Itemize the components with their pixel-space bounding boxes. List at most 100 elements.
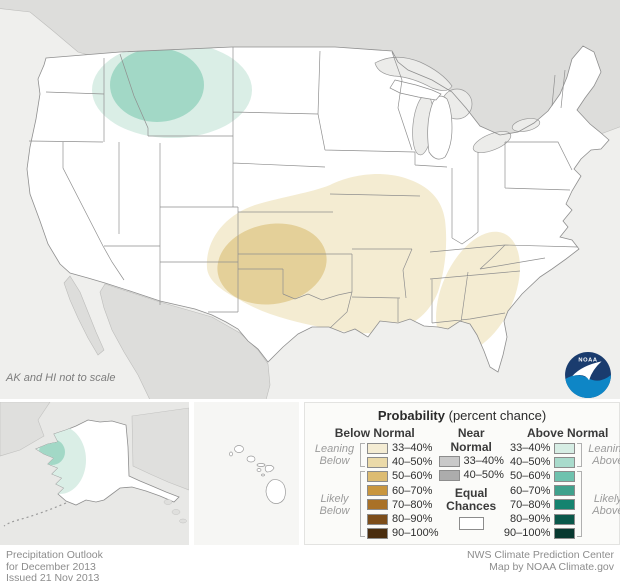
- footer-title-line: Precipitation Outlook: [6, 549, 103, 561]
- legend-row: 40–50%: [504, 455, 576, 469]
- conus-map: AK and HI not to scale NOAA: [0, 0, 620, 401]
- noaa-logo-text: NOAA: [578, 357, 597, 363]
- above-brackets: [577, 441, 583, 541]
- above-rows: 33–40% 40–50% 50–60% 60–70% 70–80% 80–90…: [504, 441, 576, 541]
- leaning-below-bracket: [360, 443, 365, 467]
- below-swatch-90-100: [367, 527, 388, 539]
- noaa-logo: NOAA: [564, 351, 612, 399]
- above-swatch-33-40: [554, 442, 576, 454]
- legend-row: 90–100%: [504, 526, 576, 540]
- hawaii-inset: [194, 402, 299, 545]
- island-niihau: [229, 451, 233, 457]
- above-swatch-80-90: [554, 513, 576, 525]
- legend-below-normal: Below Normal Leaning Below Likely Below: [311, 426, 439, 541]
- footer-left: Precipitation Outlook for December 2013 …: [6, 549, 103, 585]
- equal-chances-label: Equal Chances: [446, 486, 497, 514]
- legend-row: 70–80%: [504, 498, 576, 512]
- state-boundaries: [28, 47, 579, 329]
- island-maui: [264, 464, 275, 473]
- michigan-upper-peninsula: [389, 79, 442, 101]
- island-molokai: [256, 463, 266, 467]
- island-kahoolawe: [261, 473, 265, 477]
- leaning-above-bracket: [577, 443, 583, 467]
- below-swatch-50-60: [367, 470, 388, 482]
- above-swatch-90-100: [554, 527, 576, 539]
- island-kauai: [234, 445, 244, 453]
- likely-below-label: Likely Below: [319, 493, 350, 517]
- noaa-logo-bird: [572, 361, 602, 381]
- above-swatch-70-80: [554, 499, 576, 511]
- baja-california: [63, 275, 105, 356]
- island-lanai: [256, 468, 262, 472]
- michigan-mitten: [427, 95, 453, 160]
- below-normal-header: Below Normal: [334, 426, 415, 440]
- alaska-inset: [0, 401, 190, 545]
- near-normal-header: Near Normal: [450, 426, 492, 454]
- below-swatch-80-90: [367, 513, 388, 525]
- likely-above-bracket: [577, 471, 583, 537]
- above-swatch-50-60: [554, 470, 576, 482]
- near-swatch-33-40: [438, 455, 460, 467]
- footer-source-line: NWS Climate Prediction Center: [466, 549, 614, 561]
- footer-issued-line: Issued 21 Nov 2013: [6, 572, 100, 584]
- legend-row: 33–40%: [367, 441, 439, 455]
- likely-above-label: Likely Above: [592, 493, 620, 517]
- near-swatch-40-50: [438, 469, 460, 481]
- legend-row: 80–90%: [504, 512, 576, 526]
- lake-ontario: [511, 118, 541, 132]
- us-outline: [26, 45, 610, 373]
- footer-period-line: for December 2013: [6, 560, 96, 573]
- below-swatch-33-40: [367, 442, 388, 454]
- footer-credit-line: Map by NOAA Climate.gov: [489, 560, 614, 573]
- lake-superior: [374, 56, 453, 91]
- lake-erie: [472, 131, 512, 153]
- footer: Precipitation Outlook for December 2013 …: [0, 545, 620, 585]
- legend-row: 33–40%: [438, 454, 504, 468]
- not-to-scale-note: AK and HI not to scale: [6, 372, 116, 384]
- below-side-labels: Leaning Below Likely Below: [311, 441, 358, 541]
- footer-right: NWS Climate Prediction Center Map by NOA…: [466, 549, 614, 585]
- legend-panel: Probability (percent chance) Below Norma…: [304, 402, 620, 545]
- above-normal-header: Above Normal: [526, 426, 609, 440]
- legend-row: 80–90%: [367, 512, 439, 526]
- legend-above-normal: Above Normal 33–40% 40–50% 50–60% 60–70%…: [504, 426, 620, 541]
- below-swatch-40-50: [367, 456, 388, 468]
- below-rows: 33–40% 40–50% 50–60% 60–70% 70–80% 80–90…: [367, 441, 439, 541]
- above-side-labels: Leaning Above Likely Above: [584, 441, 620, 541]
- legend-columns: Below Normal Leaning Below Likely Below: [311, 426, 620, 541]
- legend-row: 40–50%: [367, 455, 439, 469]
- legend-row: 50–60%: [367, 469, 439, 483]
- below-brackets: [360, 441, 365, 541]
- michigan: [389, 79, 453, 160]
- legend-title: Probability (percent chance): [311, 408, 613, 423]
- conus-map-svg: [0, 0, 620, 401]
- leaning-above-label: Leaning Above: [588, 443, 620, 468]
- legend-row: 50–60%: [504, 469, 576, 483]
- hawaiian-islands: [229, 445, 286, 504]
- below-swatch-60-70: [367, 485, 388, 497]
- island-hawaii: [265, 479, 286, 504]
- legend-row: 40–50%: [438, 468, 504, 482]
- island-oahu: [246, 455, 256, 463]
- legend-row: 33–40%: [504, 441, 576, 455]
- leaning-below-label: Leaning Below: [314, 443, 355, 468]
- equal-chances-swatch: [458, 517, 484, 531]
- legend-row: 90–100%: [367, 526, 439, 540]
- legend-row: 60–70%: [367, 484, 439, 498]
- above-swatch-40-50: [554, 456, 576, 468]
- region-below-normal-40-oklahoma-texas: [217, 223, 327, 305]
- noaa-logo-sea: [565, 375, 611, 398]
- region-above-normal-40-montana: [110, 48, 204, 122]
- above-swatch-60-70: [554, 485, 576, 497]
- region-below-normal-33-southeast: [436, 231, 520, 353]
- hawaii-ocean: [194, 402, 299, 545]
- below-swatch-70-80: [367, 499, 388, 511]
- legend-row: 60–70%: [504, 484, 576, 498]
- bc-islands: [163, 499, 187, 524]
- russia-landmass: [0, 401, 51, 457]
- likely-below-bracket: [360, 471, 365, 537]
- legend-near-normal: Near Normal 33–40% 40–50% Equal Chances: [438, 426, 504, 531]
- aleutian-islands: [3, 502, 67, 527]
- legend-row: 70–80%: [367, 498, 439, 512]
